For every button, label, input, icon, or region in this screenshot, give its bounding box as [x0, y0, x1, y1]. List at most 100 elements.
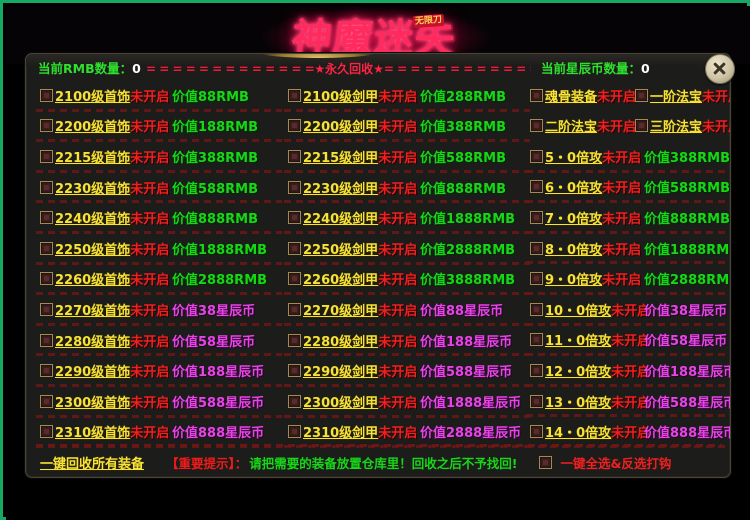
item-checkbox[interactable] [635, 88, 648, 102]
item-checkbox[interactable] [288, 241, 301, 255]
item-price: 价值388RMB [420, 120, 506, 136]
item-name[interactable]: 13・0倍攻 [545, 395, 612, 411]
row-separator [526, 414, 730, 418]
item-name[interactable]: 8・0倍攻 [545, 242, 603, 258]
item-status: 未开启 [597, 120, 637, 136]
item-name[interactable]: 2280级首饰 [55, 334, 131, 350]
item-name[interactable]: 2215级剑甲 [303, 150, 379, 166]
item-checkbox[interactable] [40, 119, 53, 133]
item-price: 价值2888RMB [172, 273, 268, 289]
item-checkbox[interactable] [288, 180, 301, 194]
item-name[interactable]: 11・0倍攻 [545, 334, 612, 350]
item-checkbox[interactable] [530, 88, 543, 102]
item-name[interactable]: 2230级首饰 [55, 181, 131, 197]
item-row: 2230级剑甲 未开启 价值888RMB [284, 172, 530, 204]
item-checkbox[interactable] [288, 425, 301, 439]
item-name[interactable]: 2310级首饰 [55, 426, 131, 442]
item-name[interactable]: 10・0倍攻 [545, 303, 612, 319]
item-checkbox[interactable] [288, 211, 301, 225]
item-name[interactable]: 2270级剑甲 [303, 303, 379, 319]
item-checkbox[interactable] [530, 272, 543, 286]
item-name[interactable]: 2200级首饰 [55, 120, 131, 136]
item-checkbox[interactable] [530, 394, 543, 408]
item-checkbox[interactable] [635, 119, 648, 133]
item-name[interactable]: 2300级剑甲 [303, 395, 379, 411]
item-name[interactable]: 6・0倍攻 [545, 181, 603, 197]
item-checkbox[interactable] [530, 119, 543, 133]
game-logo-subtitle: 无限刀 [412, 13, 445, 29]
item-name[interactable]: 12・0倍攻 [545, 364, 612, 380]
item-name[interactable]: 2290级首饰 [55, 365, 131, 381]
item-name[interactable]: 2260级首饰 [55, 273, 131, 289]
item-price: 价值3888RMB [420, 273, 516, 289]
item-name[interactable]: 7・0倍攻 [545, 211, 603, 227]
item-name[interactable]: 9・0倍攻 [545, 273, 603, 289]
item-checkbox[interactable] [40, 88, 53, 102]
item-checkbox[interactable] [288, 333, 301, 347]
item-checkbox[interactable] [530, 425, 543, 439]
item-name[interactable]: 2310级剑甲 [303, 426, 379, 442]
item-checkbox[interactable] [530, 180, 543, 194]
item-checkbox[interactable] [288, 88, 301, 102]
item-name[interactable]: 2240级首饰 [55, 212, 131, 228]
item-checkbox[interactable] [530, 149, 543, 163]
item-name[interactable]: 2240级剑甲 [303, 212, 379, 228]
item-checkbox[interactable] [40, 364, 53, 378]
item-checkbox[interactable] [40, 180, 53, 194]
item-name[interactable]: 2100级首饰 [55, 89, 131, 105]
item-checkbox[interactable] [530, 302, 543, 316]
item-checkbox[interactable] [288, 302, 301, 316]
recycle-all-button[interactable]: 一键回收所有装备 [40, 456, 145, 472]
item-checkbox[interactable] [40, 272, 53, 286]
item-checkbox[interactable] [40, 149, 53, 163]
item-checkbox[interactable] [530, 333, 543, 347]
row-separator [284, 261, 530, 265]
checkbox-inner-dot [292, 368, 297, 374]
item-checkbox[interactable] [530, 363, 543, 377]
item-checkbox[interactable] [40, 394, 53, 408]
item-checkbox[interactable] [530, 210, 543, 224]
item-name[interactable]: 2200级剑甲 [303, 120, 379, 136]
close-icon[interactable] [705, 54, 735, 84]
item-checkbox[interactable] [40, 302, 53, 316]
item-name[interactable]: 二阶法宝 [545, 120, 598, 136]
item-name[interactable]: 2215级首饰 [55, 150, 131, 166]
item-name[interactable]: 2250级首饰 [55, 242, 131, 258]
item-name[interactable]: 2270级首饰 [55, 303, 131, 319]
item-name[interactable]: 三阶法宝 [650, 120, 703, 136]
item-name[interactable]: 2300级首饰 [55, 395, 131, 411]
item-row: 8・0倍攻 未开启 价值1888RMB [526, 233, 730, 265]
item-row: 2200级首饰 未开启 价值188RMB [36, 111, 282, 143]
item-price: 价值188星辰币 [644, 364, 731, 380]
item-name[interactable]: 2100级剑甲 [303, 89, 379, 105]
row-separator [36, 200, 282, 204]
item-name[interactable]: 2260级剑甲 [303, 273, 379, 289]
item-name[interactable]: 2230级剑甲 [303, 181, 379, 197]
item-checkbox[interactable] [288, 364, 301, 378]
item-name[interactable]: 魂骨装备 [545, 89, 598, 105]
item-name[interactable]: 5・0倍攻 [545, 150, 603, 166]
item-checkbox[interactable] [288, 149, 301, 163]
item-row: 2270级首饰 未开启 价值38星辰币 [36, 294, 282, 326]
item-price: 价值388RMB [172, 150, 258, 166]
item-checkbox[interactable] [40, 425, 53, 439]
item-checkbox[interactable] [288, 272, 301, 286]
item-status: 未开启 [611, 334, 651, 350]
item-name[interactable]: 2290级剑甲 [303, 365, 379, 381]
row-separator [526, 200, 730, 204]
item-checkbox[interactable] [288, 394, 301, 408]
item-name[interactable]: 2250级剑甲 [303, 242, 379, 258]
item-checkbox[interactable] [288, 119, 301, 133]
item-name[interactable]: 14・0倍攻 [545, 426, 612, 442]
item-name[interactable]: 2280级剑甲 [303, 334, 379, 350]
star-coin-counter-label: 当前星辰币数量： [541, 61, 642, 76]
select-all-label[interactable]: 一键全选&反选打钩 [560, 455, 672, 471]
item-checkbox[interactable] [40, 211, 53, 225]
column-attack-multiplier: 魂骨装备未开启二阶法宝未开启一阶法宝未开启三阶法宝未开启5・0倍攻未开启价值38… [526, 80, 731, 477]
select-all-checkbox[interactable] [539, 455, 553, 469]
checkbox-inner-dot [44, 429, 49, 435]
item-checkbox[interactable] [40, 241, 53, 255]
item-checkbox[interactable] [40, 333, 53, 347]
item-checkbox[interactable] [530, 241, 543, 255]
item-name[interactable]: 一阶法宝 [650, 89, 703, 105]
